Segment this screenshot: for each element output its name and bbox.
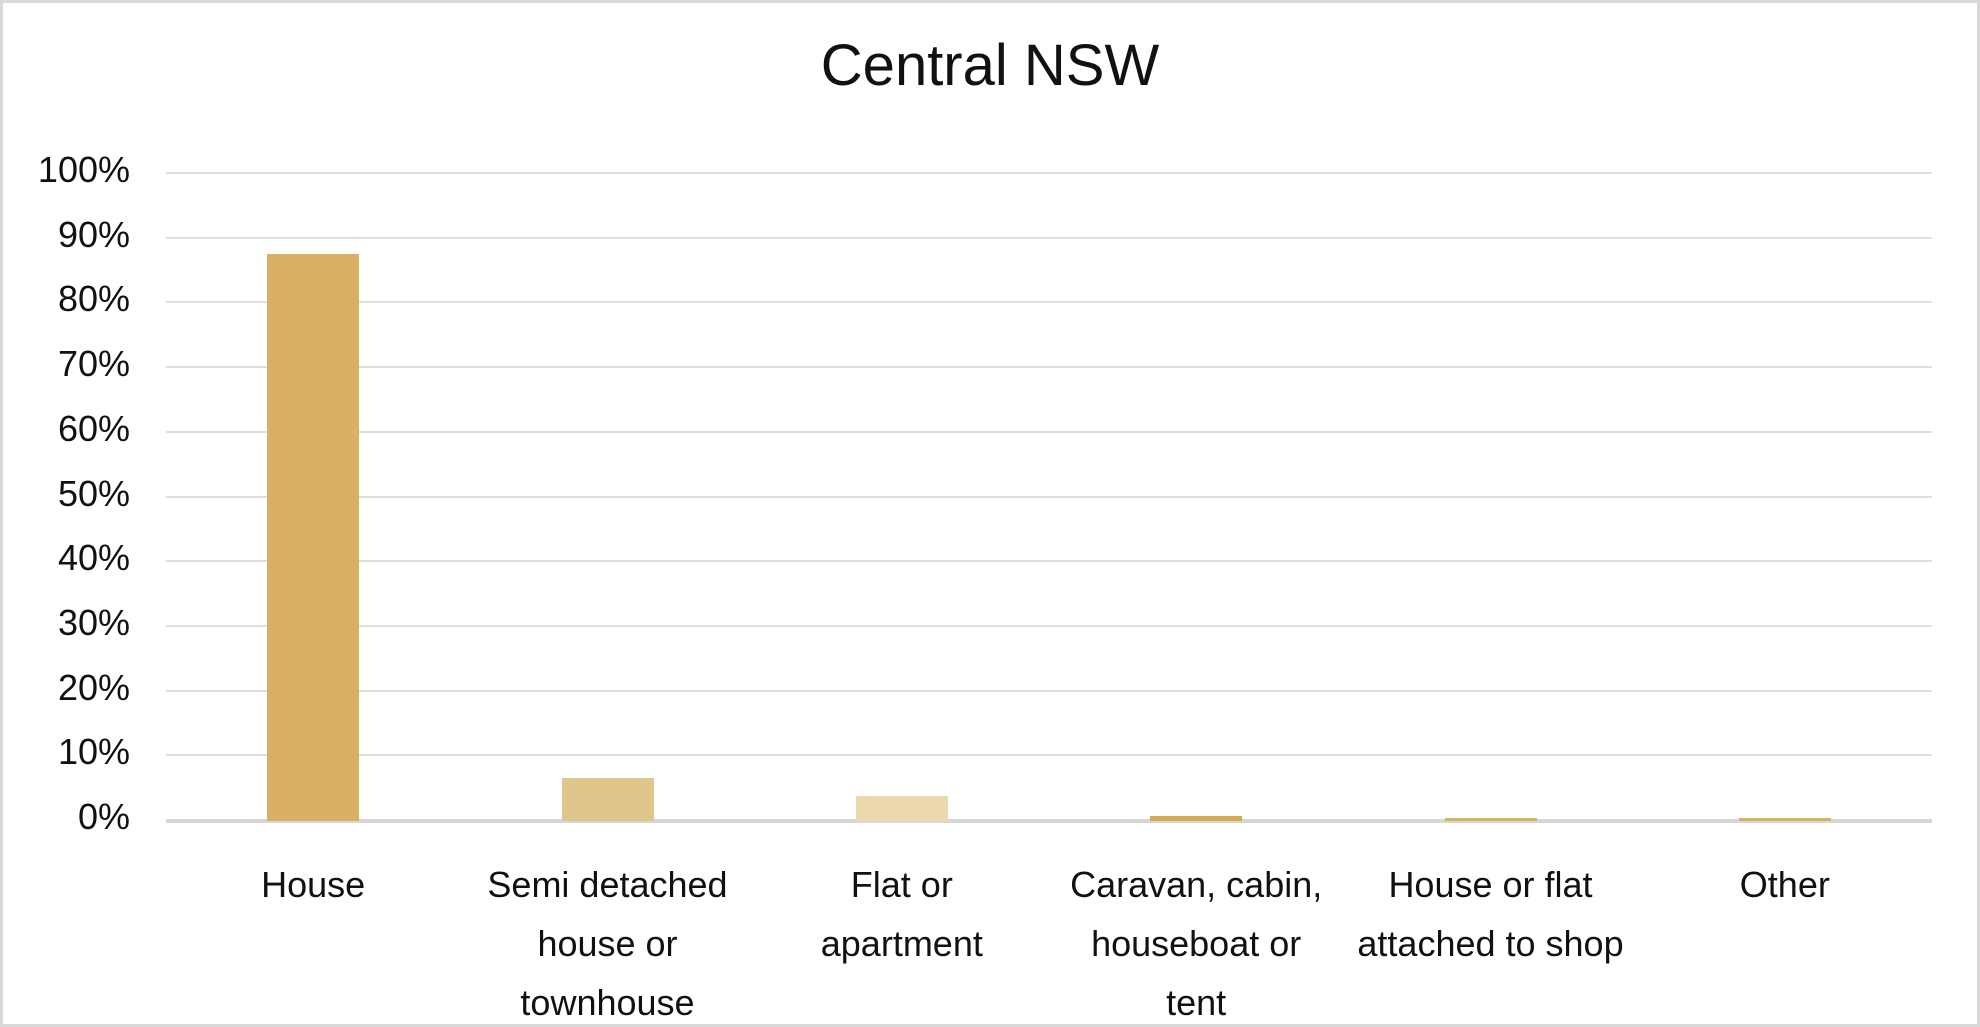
horizontal-gridline [166,689,1932,692]
horizontal-gridline [166,560,1932,563]
horizontal-gridline [166,366,1932,369]
y-axis-tick-label: 90% [57,213,130,255]
y-axis-tick-label: 40% [57,537,130,579]
y-axis-tick-label: 100% [37,149,130,190]
horizontal-gridline [166,172,1932,174]
category-label: Semi detached house or townhouse [450,855,764,1024]
y-axis-tick-label: 20% [57,666,130,708]
category-label-line: tent [1166,982,1227,1023]
category-label-line: apartment [820,923,983,964]
category-label-line: Semi detached [487,864,728,905]
y-axis-tick-label: 30% [57,601,130,643]
category-label: House [156,855,470,914]
horizontal-gridline [166,495,1932,498]
category-label-line: Caravan, cabin, [1070,864,1323,905]
chart-title: Central NSW [820,33,1160,98]
y-axis-tick-label: 50% [57,472,130,514]
y-axis-tick-label: 10% [57,731,130,773]
category-label-line: house or [537,923,678,964]
category-label: Caravan, cabin, houseboat or tent [1039,855,1353,1024]
plot-area: 0% 10% 20% 30% 40% 50% 60% 70% 80% 90% 100% House Se… [3,3,1977,1024]
category-label-line: House or flat [1388,864,1593,905]
category-label: House or flat attached to shop [1333,855,1647,973]
bar-house-or-flat-attached-to-shop [1444,817,1537,821]
category-label-line: House [261,864,366,905]
category-label: Other [1628,855,1942,914]
horizontal-gridline [166,754,1932,757]
y-axis-tick-label: 70% [57,343,130,385]
category-label: Flat or apartment [745,855,1059,973]
horizontal-gridline [166,624,1932,627]
horizontal-gridline [166,430,1932,433]
category-label-line: Other [1739,864,1830,905]
bar-caravan-cabin-houseboat-or-tent [1150,816,1243,821]
horizontal-gridline [166,301,1932,304]
horizontal-gridline [166,236,1932,239]
y-axis-tick-label: 80% [57,278,130,320]
y-axis-tick-label: 60% [57,407,130,449]
y-axis-tick-label: 0% [77,796,130,837]
bar-flat-or-apartment [855,796,948,821]
category-label-line: houseboat or [1091,923,1302,964]
category-label-line: townhouse [520,982,695,1023]
category-label-line: attached to shop [1357,923,1624,964]
category-label-line: Flat or [850,864,953,905]
bar-house [267,253,360,821]
x-axis-line [166,819,1932,823]
bar-other [1738,817,1831,821]
bar-semi-detached-house-or-townhouse [561,778,654,821]
